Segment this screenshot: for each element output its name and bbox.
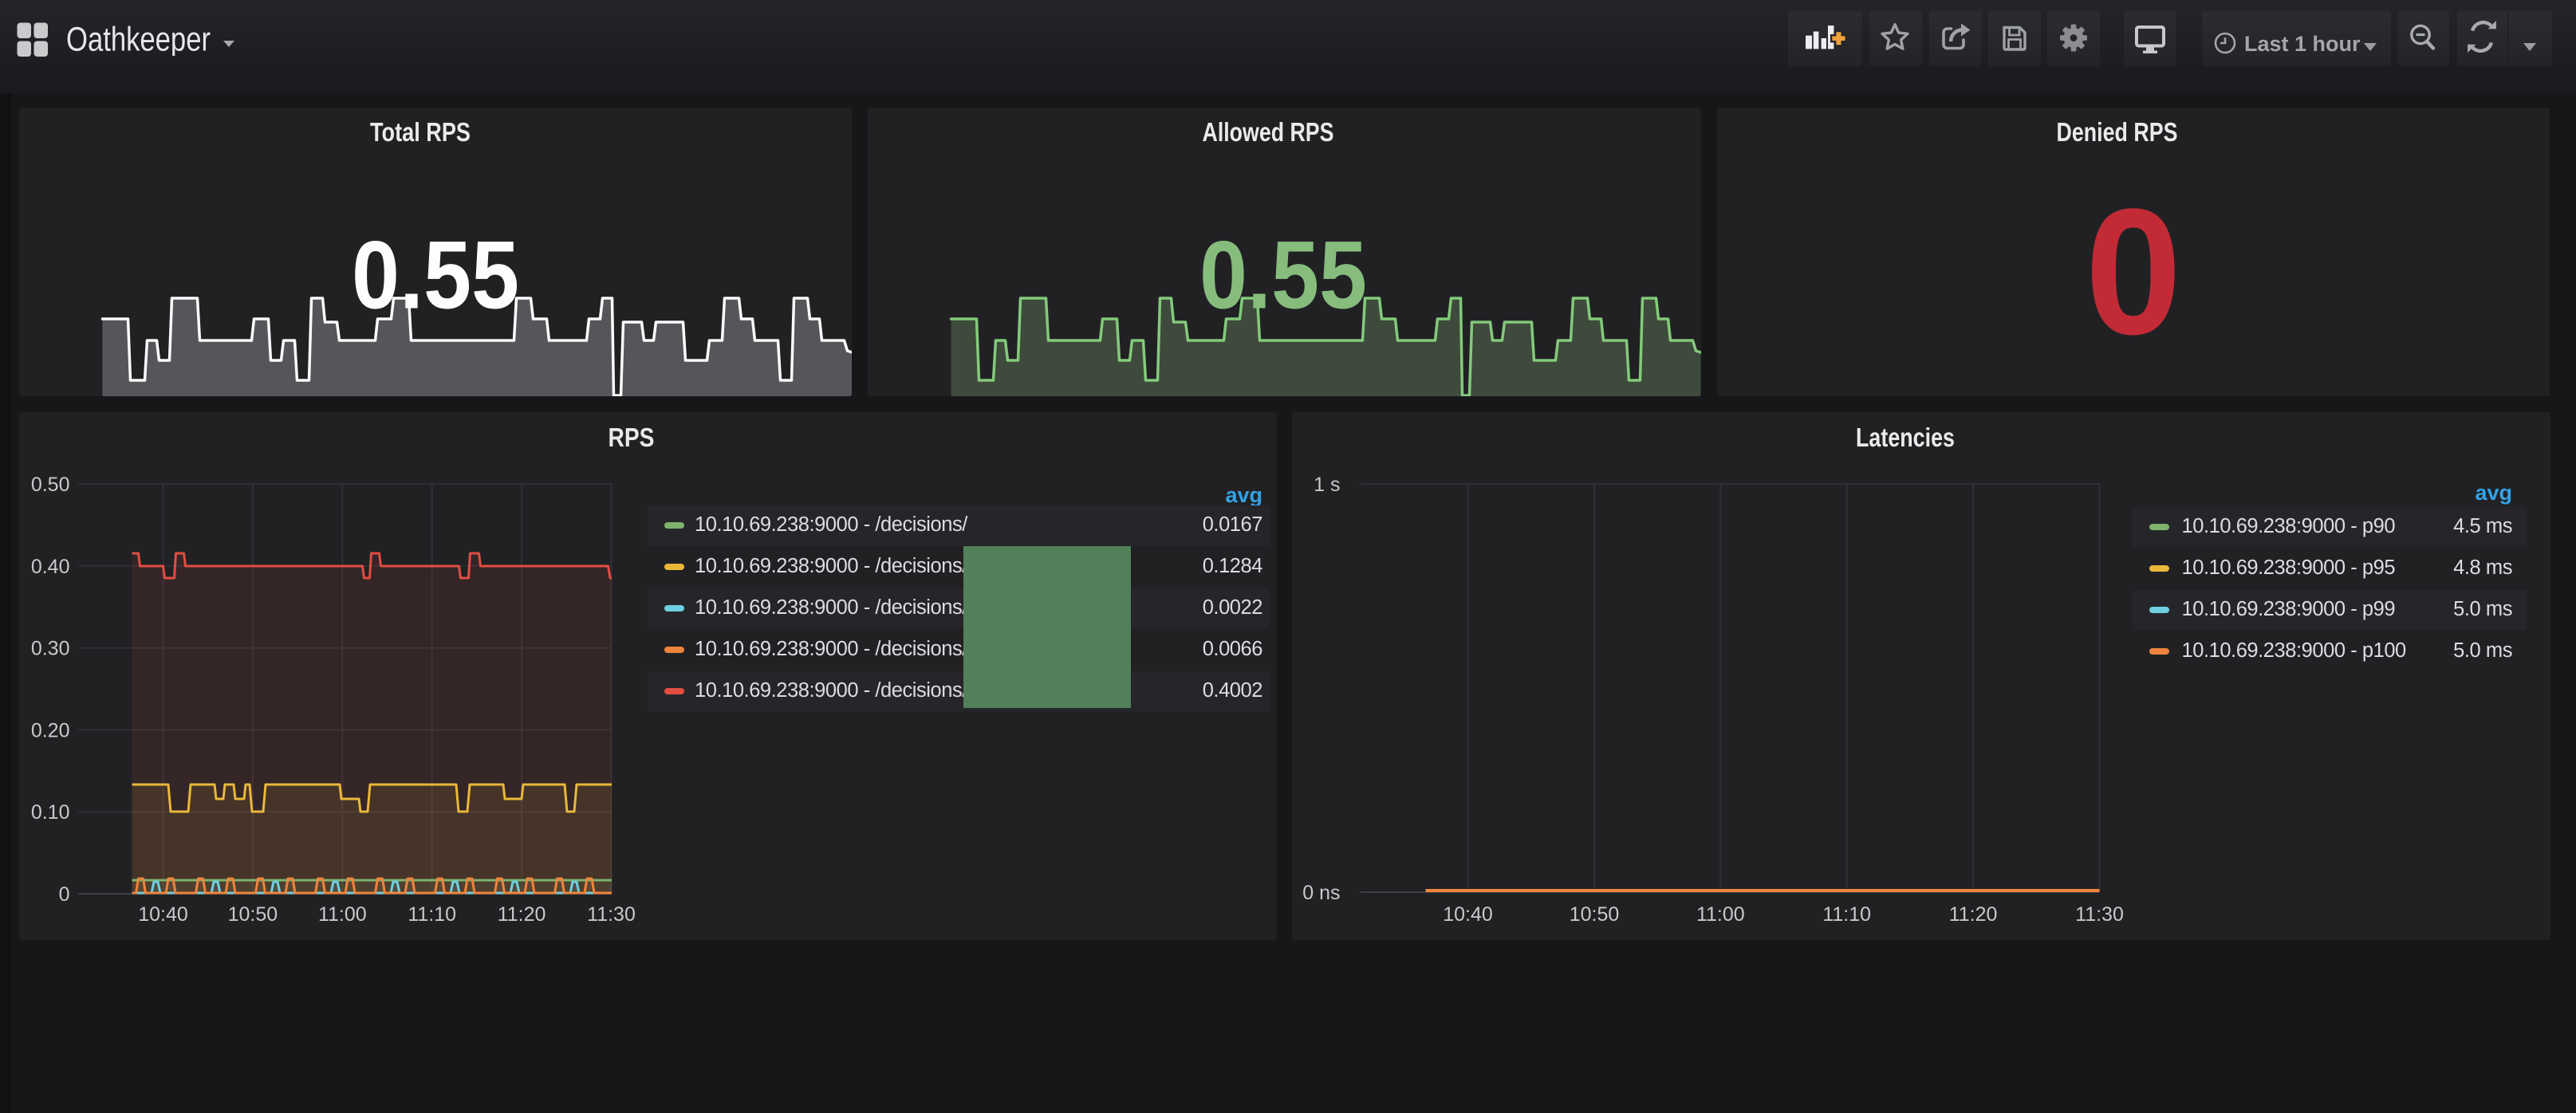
- svg-text:10:50: 10:50: [227, 903, 278, 926]
- svg-text:11:10: 11:10: [1822, 903, 1871, 926]
- svg-text:0: 0: [2085, 171, 2181, 372]
- svg-text:11:00: 11:00: [1696, 903, 1744, 926]
- svg-text:0.20: 0.20: [30, 719, 69, 741]
- svg-text:0: 0: [58, 883, 69, 906]
- svg-text:0.40: 0.40: [30, 556, 69, 578]
- svg-text:11:20: 11:20: [1948, 903, 1997, 926]
- svg-text:Latencies: Latencies: [1856, 423, 1955, 452]
- svg-text:11:30: 11:30: [587, 903, 636, 926]
- svg-text:0 ns: 0 ns: [1302, 882, 1340, 904]
- svg-text:Denied RPS: Denied RPS: [2056, 117, 2177, 147]
- svg-text:0.55: 0.55: [352, 221, 519, 329]
- svg-text:11:00: 11:00: [317, 903, 366, 926]
- svg-text:11:30: 11:30: [2075, 903, 2124, 926]
- svg-text:10:50: 10:50: [1569, 903, 1619, 926]
- svg-text:RPS: RPS: [608, 423, 654, 452]
- svg-text:0.10: 0.10: [30, 801, 69, 824]
- svg-text:1 s: 1 s: [1314, 474, 1340, 496]
- svg-text:0.30: 0.30: [30, 638, 69, 660]
- svg-text:11:20: 11:20: [497, 903, 546, 926]
- svg-text:Allowed RPS: Allowed RPS: [1203, 117, 1334, 147]
- svg-text:Total RPS: Total RPS: [370, 117, 471, 147]
- svg-text:0.50: 0.50: [30, 474, 69, 496]
- svg-text:0.55: 0.55: [1199, 221, 1367, 329]
- svg-text:11:10: 11:10: [408, 903, 456, 926]
- svg-text:10:40: 10:40: [138, 903, 188, 926]
- svg-text:Oathkeeper: Oathkeeper: [66, 21, 211, 56]
- svg-text:10:40: 10:40: [1443, 903, 1493, 926]
